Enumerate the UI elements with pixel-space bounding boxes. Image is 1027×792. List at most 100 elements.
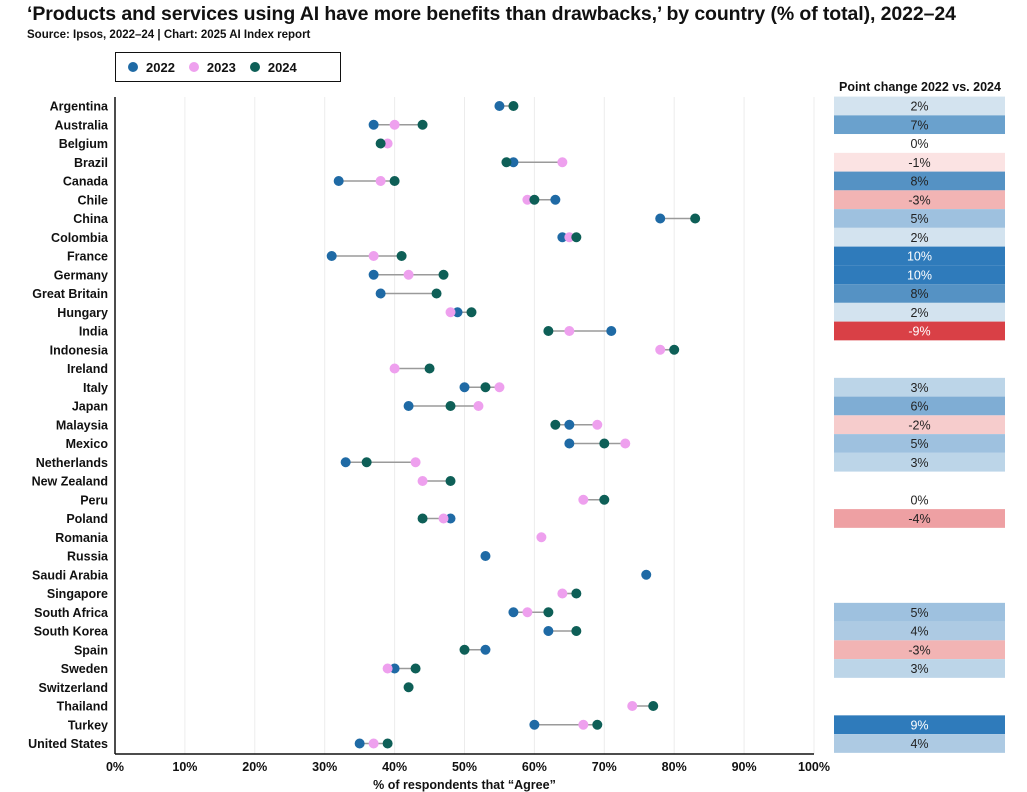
point-change-cell [834,640,1005,660]
dot-2022 [480,551,491,561]
dot-2023 [627,701,638,711]
dot-2023 [403,269,414,280]
country-label: Canada [63,175,109,189]
dot-2023 [522,607,533,618]
point-change-value: 8% [910,287,928,301]
dot-2024 [438,269,449,280]
dot-2024 [396,251,407,261]
dot-2023 [557,588,568,599]
country-label: Brazil [74,156,108,170]
point-change-cell [834,134,1005,153]
legend-item-2022: 2022 [128,60,175,75]
dot-2024 [648,701,659,711]
country-label: Thailand [57,700,108,714]
x-tick-label: 60% [522,760,547,774]
country-label: Australia [55,118,110,132]
legend-marker-2024 [249,62,260,72]
dot-2022 [403,401,414,411]
dot-2024 [431,288,442,299]
point-change-value: 9% [910,718,928,732]
x-tick-label: 70% [592,760,617,774]
x-tick-label: 20% [242,760,267,774]
dot-2023 [578,719,589,730]
point-change-cell [834,190,1005,210]
dot-2023 [655,344,666,355]
dot-2022 [459,382,470,393]
point-change-value: -4% [908,512,930,526]
dot-2024 [669,344,680,355]
dot-2024 [480,382,491,393]
dot-2024 [501,157,512,168]
point-change-value: -1% [908,156,930,170]
dot-2024 [571,588,582,599]
dot-2024 [571,626,582,636]
point-change-cell [834,659,1005,678]
country-label: Mexico [66,437,109,451]
dot-2023 [445,307,456,318]
dot-2023 [592,419,603,430]
dot-2024 [599,494,610,505]
point-change-cell [834,396,1005,416]
dot-2023 [536,532,547,543]
dot-2023 [382,663,393,674]
dot-2022 [557,232,568,243]
dot-2023 [382,138,393,149]
dot-2022 [326,251,337,261]
country-label: Indonesia [50,343,109,357]
point-change-value: 5% [910,606,928,620]
point-change-value: 2% [910,306,928,320]
dot-2022 [508,157,519,168]
country-label: South Africa [34,606,109,620]
country-label: Hungary [57,306,108,320]
point-change-cell [834,734,1005,753]
country-label: India [79,325,109,339]
point-change-cell [834,171,1005,191]
country-label: Sweden [61,662,108,676]
country-label: Turkey [68,718,108,732]
point-change-value: -9% [908,325,930,339]
point-change-cell [834,227,1005,247]
point-change-cell [834,96,1005,116]
dot-2022 [368,269,379,280]
point-change-cell [834,452,1005,472]
point-change-value: -2% [908,418,930,432]
point-change-cell [834,415,1005,435]
dot-2023 [389,363,400,374]
point-change-cell [834,115,1005,135]
point-change-value: 5% [910,212,928,226]
point-change-value: 0% [910,493,928,507]
dot-2022 [480,644,491,655]
country-label: France [67,250,108,264]
x-tick-label: 30% [312,760,337,774]
dot-2022 [564,438,575,449]
dot-2024 [382,738,393,749]
country-label: Belgium [59,137,108,151]
country-label: Malaysia [56,418,109,432]
point-change-value: -3% [908,643,930,657]
dot-2023 [438,513,449,524]
dot-2023 [368,251,379,261]
dot-2024 [571,232,582,243]
chart-subtitle: Source: Ipsos, 2022–24 | Chart: 2025 AI … [27,29,311,41]
dot-2022 [389,663,400,674]
dot-2022 [606,326,617,336]
dot-2024 [417,119,428,130]
dot-2024 [543,607,554,618]
dot-2022 [564,419,575,430]
country-label: Ireland [67,362,108,376]
dot-2024 [410,663,421,674]
country-label: Switzerland [39,681,108,695]
dot-2022 [354,738,365,749]
country-label: Romania [55,531,109,545]
point-change-value: 3% [910,456,928,470]
country-label: Germany [54,268,108,282]
dot-2022 [641,569,652,580]
x-tick-label: 10% [172,760,197,774]
chart-title: ‘Products and services using AI have mor… [27,3,956,25]
dot-2023 [410,457,421,468]
dot-2022 [543,626,554,636]
dot-2022 [529,719,540,730]
dot-2024 [375,138,386,149]
x-tick-label: 0% [106,760,124,774]
